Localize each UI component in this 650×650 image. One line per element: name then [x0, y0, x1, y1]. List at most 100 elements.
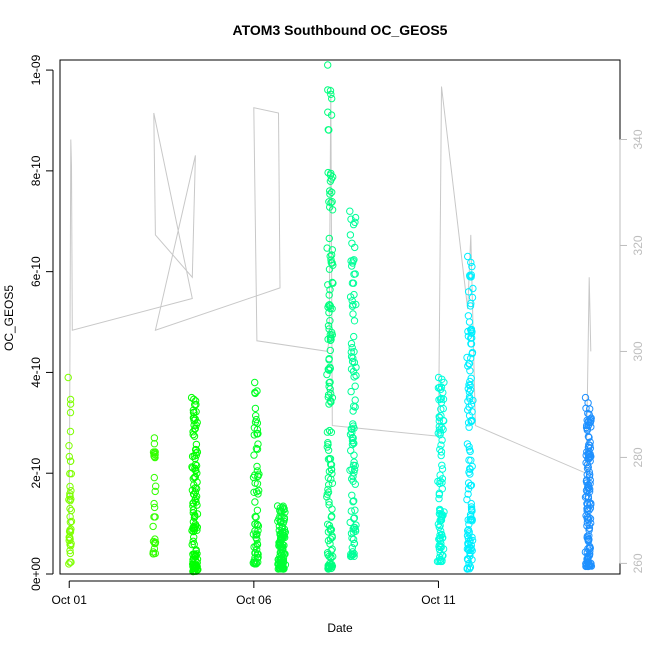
data-point — [467, 499, 475, 508]
data-point — [254, 550, 262, 558]
data-point — [194, 566, 202, 574]
x-tick-label: Oct 01 — [52, 593, 88, 607]
data-point — [279, 554, 288, 562]
data-point — [253, 445, 262, 453]
data-point — [465, 318, 474, 326]
data-point — [351, 243, 359, 252]
data-point — [469, 396, 477, 405]
data-point — [349, 407, 357, 415]
data-point — [586, 441, 594, 450]
data-point — [192, 408, 200, 416]
data-point — [350, 550, 358, 558]
data-point — [324, 439, 332, 447]
data-point — [253, 539, 261, 548]
data-point — [464, 556, 472, 564]
flight-segment-3 — [187, 393, 202, 576]
data-point — [150, 499, 158, 508]
data-point — [281, 561, 290, 569]
data-point — [467, 541, 475, 550]
data-point — [328, 532, 336, 540]
data-point — [464, 312, 473, 320]
data-point — [349, 472, 357, 481]
data-point — [328, 198, 336, 206]
data-point — [350, 439, 358, 448]
data-point — [586, 405, 594, 413]
data-point — [193, 478, 201, 486]
data-point — [438, 485, 446, 493]
data-point — [347, 446, 355, 455]
data-point — [253, 530, 261, 538]
data-point — [190, 533, 198, 541]
data-point — [64, 373, 72, 382]
data-point — [352, 300, 360, 309]
data-point — [352, 371, 360, 380]
data-point — [67, 558, 75, 566]
data-point — [468, 408, 476, 416]
data-point — [326, 385, 334, 393]
data-point — [350, 424, 358, 432]
data-point — [193, 510, 202, 518]
data-point — [150, 473, 159, 482]
data-point — [326, 524, 335, 533]
data-point — [323, 428, 332, 436]
data-point — [326, 346, 334, 355]
data-point — [149, 522, 157, 531]
data-point — [193, 563, 201, 571]
data-point — [66, 457, 75, 465]
data-point — [329, 173, 337, 181]
data-point — [351, 396, 359, 404]
data-point — [192, 461, 201, 470]
data-point — [192, 449, 200, 457]
data-point — [466, 302, 475, 310]
data-point — [348, 344, 356, 352]
data-point — [328, 305, 336, 313]
data-point — [65, 560, 73, 568]
data-point — [67, 517, 76, 526]
data-point — [325, 291, 333, 299]
data-point — [328, 246, 336, 254]
data-point — [253, 521, 262, 529]
data-point — [585, 535, 593, 544]
data-point — [436, 522, 444, 530]
data-point — [463, 495, 471, 504]
data-point — [66, 546, 74, 555]
data-point — [439, 545, 448, 553]
data-point — [66, 427, 75, 436]
data-point — [327, 475, 335, 483]
data-point — [150, 513, 158, 521]
data-point — [251, 404, 260, 413]
data-point — [327, 389, 335, 398]
y-tick-label: 4e-10 — [29, 357, 43, 388]
data-point — [349, 310, 357, 318]
data-point — [251, 378, 259, 387]
data-point — [252, 513, 260, 521]
data-point — [586, 457, 594, 465]
data-point — [67, 539, 75, 548]
data-point — [350, 373, 358, 381]
data-point — [326, 87, 335, 95]
data-point — [350, 451, 358, 459]
y-tick-label: 0e+00 — [29, 557, 43, 591]
y-tick-label: 1e-09 — [29, 54, 43, 85]
data-point — [66, 549, 75, 558]
data-point — [439, 534, 447, 542]
data-point — [585, 483, 593, 492]
data-point — [584, 481, 592, 489]
chart-title: ATOM3 Southbound OC_GEOS5 — [233, 22, 448, 38]
data-point — [466, 381, 474, 390]
data-point — [327, 461, 336, 469]
data-point — [253, 506, 262, 514]
data-point — [324, 488, 333, 496]
data-point — [466, 367, 474, 375]
data-point — [586, 547, 594, 555]
data-point — [438, 436, 446, 444]
data-point — [251, 498, 259, 506]
x-tick-label: Oct 11 — [421, 593, 456, 607]
data-point — [252, 444, 261, 453]
data-point — [192, 498, 200, 506]
y2-tick-label: 300 — [631, 341, 645, 361]
data-point — [346, 231, 355, 239]
data-point — [466, 549, 474, 557]
data-point — [193, 555, 202, 563]
y-tick-label: 8e-10 — [29, 155, 43, 186]
